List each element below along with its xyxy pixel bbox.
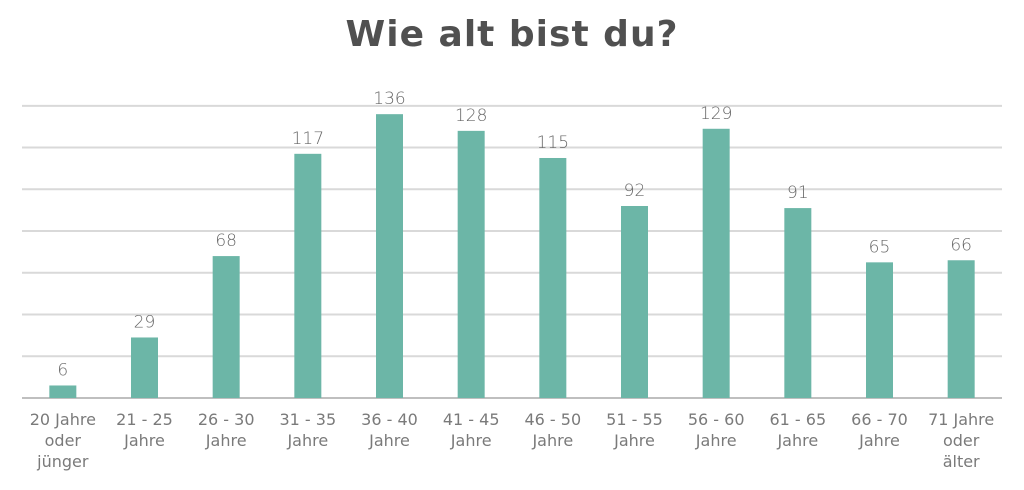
- x-tick-label-line: 56 - 60: [688, 410, 745, 429]
- x-tick-label-line: 26 - 30: [198, 410, 255, 429]
- x-tick-label-line: Jahre: [776, 431, 818, 450]
- data-label: 91: [787, 183, 809, 203]
- x-tick-label-line: Jahre: [531, 431, 573, 450]
- data-label: 115: [537, 133, 569, 153]
- x-tick-label-line: 46 - 50: [524, 410, 581, 429]
- bar: [784, 208, 812, 398]
- bar: [702, 128, 730, 399]
- data-label: 29: [134, 312, 156, 332]
- bar: [621, 205, 648, 398]
- data-label: 136: [373, 89, 405, 109]
- x-tick-label-line: Jahre: [695, 431, 737, 450]
- x-tick-label-line: 20 Jahre: [30, 410, 96, 429]
- label-layer: 6 29 68 117 136 128 115 92 129 91 65 66: [57, 89, 972, 380]
- x-tick-label: 51 - 55 Jahre: [606, 410, 663, 450]
- tick-layer: 20 Jahre oder jünger 21 - 25 Jahre 26 - 30 Jah…: [30, 410, 995, 471]
- x-tick-label-line: Jahre: [450, 431, 492, 450]
- x-tick-label: 66 - 70 Jahre: [851, 410, 908, 450]
- x-tick-label: 56 - 60 Jahre: [688, 410, 745, 450]
- x-tick-label: 46 - 50 Jahre: [524, 410, 581, 450]
- bar: [294, 153, 322, 398]
- x-tick-label-line: 61 - 65: [769, 410, 826, 429]
- bar: [866, 262, 893, 398]
- x-tick-label-line: 71 Jahre: [928, 410, 994, 429]
- x-tick-label-line: oder: [943, 431, 980, 450]
- x-tick-label-line: 31 - 35: [279, 410, 336, 429]
- data-label: 6: [57, 360, 68, 380]
- bar: [49, 385, 77, 398]
- x-tick-label-line: oder: [45, 431, 82, 450]
- x-tick-label-line: 66 - 70: [851, 410, 908, 429]
- bar: [457, 130, 485, 398]
- bar: [539, 157, 567, 398]
- x-tick-label-line: älter: [943, 452, 980, 471]
- x-tick-label: 71 Jahre oder älter: [928, 410, 994, 471]
- bar: [212, 256, 240, 398]
- x-tick-label-line: Jahre: [613, 431, 655, 450]
- grid-layer: [22, 104, 1002, 399]
- x-tick-label-line: jünger: [36, 452, 89, 471]
- x-tick-label: 26 - 30 Jahre: [198, 410, 255, 450]
- x-tick-label-line: Jahre: [286, 431, 328, 450]
- x-tick-label: 31 - 35 Jahre: [279, 410, 336, 450]
- bar-layer: [49, 114, 975, 399]
- data-label: 65: [869, 237, 891, 257]
- x-tick-label-line: Jahre: [123, 431, 165, 450]
- x-tick-label-line: 41 - 45: [443, 410, 500, 429]
- x-tick-label-line: Jahre: [205, 431, 247, 450]
- x-tick-label: 20 Jahre oder jünger: [30, 410, 96, 471]
- x-tick-label: 61 - 65 Jahre: [769, 410, 826, 450]
- data-label: 66: [950, 235, 972, 255]
- x-tick-label-line: 36 - 40: [361, 410, 418, 429]
- chart-title: Wie alt bist du?: [345, 14, 679, 55]
- bar: [131, 337, 158, 398]
- x-tick-label-line: 51 - 55: [606, 410, 663, 429]
- data-label: 128: [455, 106, 487, 126]
- x-tick-label-line: Jahre: [858, 431, 900, 450]
- x-tick-label-line: 21 - 25: [116, 410, 173, 429]
- data-label: 68: [215, 231, 237, 251]
- x-tick-label: 36 - 40 Jahre: [361, 410, 418, 450]
- data-label: 92: [624, 181, 646, 201]
- bar: [376, 114, 403, 398]
- x-tick-label: 21 - 25 Jahre: [116, 410, 173, 450]
- x-tick-label: 41 - 45 Jahre: [443, 410, 500, 450]
- data-label: 117: [292, 129, 324, 149]
- bar: [947, 260, 975, 398]
- data-label: 129: [700, 104, 732, 124]
- x-tick-label-line: Jahre: [368, 431, 410, 450]
